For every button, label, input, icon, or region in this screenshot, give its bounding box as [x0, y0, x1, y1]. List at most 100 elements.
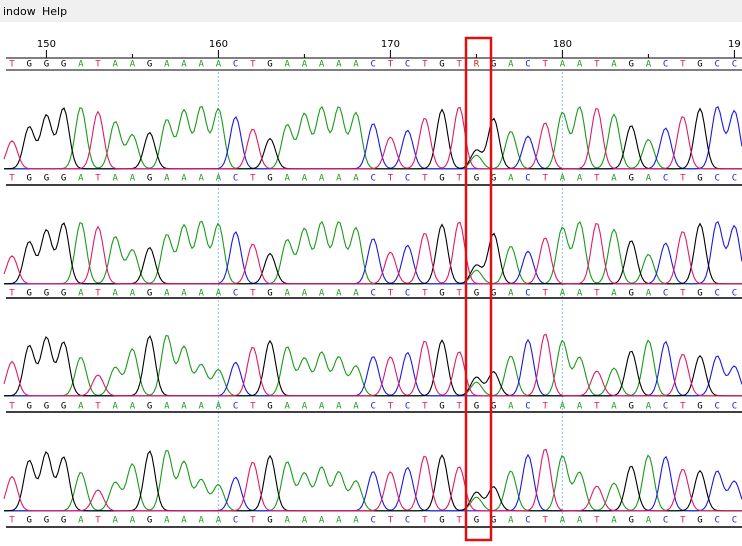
- trace-base: A: [181, 402, 187, 412]
- trace-base: T: [542, 516, 548, 526]
- trace-base: G: [44, 289, 49, 299]
- trace-base: T: [680, 289, 686, 299]
- consensus-base: C: [370, 60, 375, 70]
- trace-base: T: [9, 516, 15, 526]
- trace-base: A: [577, 174, 583, 184]
- menu-help[interactable]: Help: [42, 5, 67, 18]
- trace-base: G: [147, 289, 152, 299]
- trace-base: T: [250, 516, 256, 526]
- trace-base: G: [26, 402, 31, 412]
- consensus-base: A: [284, 60, 290, 70]
- consensus-base: C: [405, 60, 410, 70]
- trace-base: T: [250, 289, 256, 299]
- trace-base: G: [491, 516, 496, 526]
- consensus-base: G: [439, 60, 444, 70]
- trace-base: T: [594, 402, 600, 412]
- consensus-base: C: [233, 60, 238, 70]
- trace-base: C: [405, 289, 410, 299]
- trace-base: A: [336, 516, 342, 526]
- trace-base: G: [491, 289, 496, 299]
- trace-curve-C: [4, 105, 742, 170]
- trace-base: A: [164, 402, 170, 412]
- trace-base: C: [370, 174, 375, 184]
- trace-base: T: [542, 402, 548, 412]
- trace-base: C: [525, 289, 530, 299]
- trace-base: C: [663, 516, 668, 526]
- consensus-base: T: [422, 60, 428, 70]
- trace-base: G: [61, 174, 66, 184]
- trace-base: A: [130, 402, 136, 412]
- trace-base: A: [508, 174, 514, 184]
- trace-base: A: [646, 516, 652, 526]
- trace-base: T: [680, 402, 686, 412]
- trace-base: A: [284, 289, 290, 299]
- trace-base: T: [456, 516, 462, 526]
- trace-base: G: [44, 516, 49, 526]
- trace-base: A: [611, 289, 617, 299]
- trace-base: A: [611, 402, 617, 412]
- trace-base: A: [78, 516, 84, 526]
- trace-curve-A: [4, 449, 742, 512]
- menu-window[interactable]: indow: [3, 5, 36, 18]
- trace-base: T: [594, 516, 600, 526]
- trace-base: T: [9, 402, 15, 412]
- trace-base: T: [388, 174, 394, 184]
- consensus-base: C: [732, 60, 737, 70]
- trace-base: T: [250, 402, 256, 412]
- trace-base: C: [405, 174, 410, 184]
- trace-curve-G: [4, 222, 742, 285]
- trace-base: C: [525, 174, 530, 184]
- consensus-base: A: [181, 60, 187, 70]
- trace-base: A: [181, 289, 187, 299]
- trace-base: C: [714, 402, 719, 412]
- trace-base: T: [594, 289, 600, 299]
- trace-base: T: [250, 174, 256, 184]
- trace-base: G: [491, 174, 496, 184]
- trace-base: C: [525, 402, 530, 412]
- trace-base: C: [233, 289, 238, 299]
- trace-base: A: [353, 174, 359, 184]
- trace-base: A: [164, 516, 170, 526]
- trace-base: T: [594, 174, 600, 184]
- trace-base: T: [456, 402, 462, 412]
- trace-base: G: [439, 289, 444, 299]
- trace-base: G: [44, 402, 49, 412]
- trace-base: G: [697, 516, 702, 526]
- trace-base: T: [680, 516, 686, 526]
- trace-base: C: [405, 402, 410, 412]
- trace-base: A: [198, 289, 204, 299]
- trace-base: A: [181, 174, 187, 184]
- trace-base: C: [663, 402, 668, 412]
- consensus-base: T: [9, 60, 15, 70]
- trace-curve-G: [4, 335, 742, 397]
- trace-base: C: [663, 289, 668, 299]
- trace-base: C: [370, 402, 375, 412]
- trace-base: A: [646, 289, 652, 299]
- consensus-base: T: [680, 60, 686, 70]
- consensus-base: T: [250, 60, 256, 70]
- trace-base: G: [628, 289, 633, 299]
- consensus-base: C: [714, 60, 719, 70]
- consensus-base: G: [61, 60, 66, 70]
- trace-base: A: [284, 402, 290, 412]
- trace-base: G: [628, 402, 633, 412]
- trace-base: T: [542, 289, 548, 299]
- trace-base: T: [542, 174, 548, 184]
- consensus-base: C: [663, 60, 668, 70]
- trace-base: C: [233, 516, 238, 526]
- ruler-label: 170: [381, 39, 400, 50]
- trace-base: G: [26, 289, 31, 299]
- ruler-label: 150: [37, 39, 56, 50]
- consensus-base: A: [353, 60, 359, 70]
- trace-base: A: [112, 289, 118, 299]
- trace-base: G: [26, 174, 31, 184]
- consensus-base: A: [216, 60, 222, 70]
- consensus-base: A: [112, 60, 118, 70]
- trace-base: T: [388, 402, 394, 412]
- consensus-base: A: [560, 60, 566, 70]
- trace-base: A: [560, 174, 566, 184]
- consensus-base: A: [646, 60, 652, 70]
- trace-curve-T: [3, 221, 742, 285]
- trace-base: G: [439, 174, 444, 184]
